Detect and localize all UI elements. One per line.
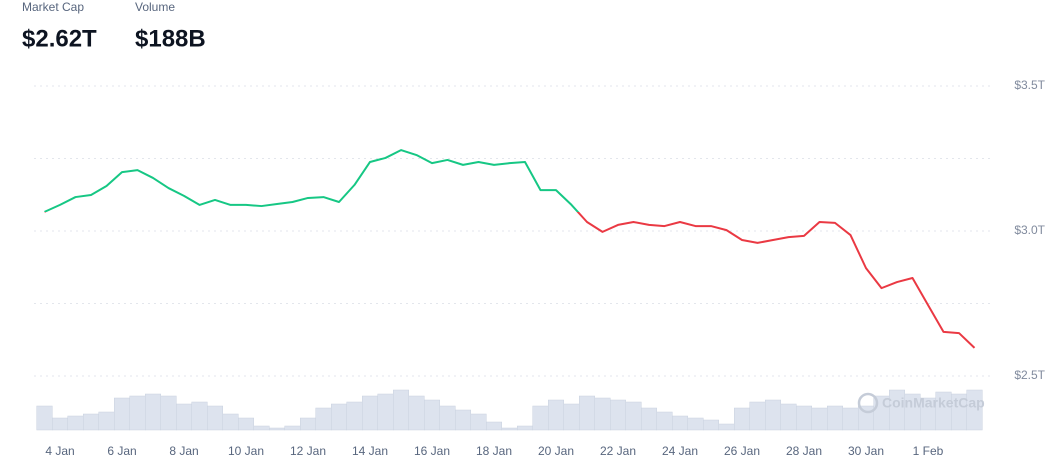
volume-bar: [966, 389, 983, 431]
volume-bar: [346, 401, 363, 431]
volume-bar: [393, 389, 409, 431]
stat-value: $188B: [135, 25, 206, 52]
x-tick-label: 24 Jan: [662, 444, 698, 458]
volume-bar: [641, 407, 657, 431]
volume-bar: [594, 397, 611, 431]
volume-bar: [145, 393, 161, 431]
volume-bar: [408, 395, 425, 431]
x-tick-label: 8 Jan: [169, 444, 198, 458]
volume-bar: [610, 399, 626, 431]
volume-bar: [129, 395, 146, 431]
x-tick-label: 30 Jan: [848, 444, 884, 458]
volume-bar: [517, 425, 533, 431]
volume-bar: [579, 395, 595, 431]
volume-bar: [672, 415, 688, 431]
volume-bar: [253, 425, 270, 431]
volume-bar: [486, 421, 502, 431]
volume-bar: [765, 399, 781, 431]
x-tick-label: 22 Jan: [600, 444, 636, 458]
volume-bar: [625, 401, 642, 431]
x-tick-label: 10 Jan: [228, 444, 264, 458]
x-tick-label: 28 Jan: [786, 444, 822, 458]
volume-bar: [207, 405, 223, 431]
watermark: CoinMarketCap: [882, 395, 985, 411]
volume-bar: [300, 417, 316, 431]
stat-value: $2.62T: [22, 25, 97, 52]
x-tick-label: 20 Jan: [538, 444, 574, 458]
volume-bar: [176, 403, 192, 431]
volume-bar: [827, 405, 843, 431]
x-tick-label: 12 Jan: [290, 444, 326, 458]
volume-bar: [455, 409, 471, 431]
volume-bar: [284, 425, 301, 431]
volume-bar: [67, 415, 84, 431]
volume-bar: [83, 413, 99, 431]
x-tick-label: 1 Feb: [913, 444, 944, 458]
volume-bar: [563, 403, 580, 431]
volume-bar: [424, 399, 440, 431]
volume-bar: [501, 427, 518, 431]
volume-bar: [222, 413, 239, 431]
volume-bar: [796, 405, 812, 431]
volume-bar: [362, 395, 378, 431]
volume-bar: [811, 407, 828, 431]
market-cap-line: [44, 149, 976, 349]
volume-bar: [52, 417, 68, 431]
y-tick-label: $3.0T: [1014, 223, 1045, 237]
volume-bar: [656, 411, 673, 431]
stat-label: Market Cap: [22, 0, 84, 14]
watermark-logo: [857, 392, 879, 414]
x-tick-label: 26 Jan: [724, 444, 760, 458]
volume-bar: [734, 407, 750, 431]
volume-bar: [548, 399, 564, 431]
volume-bar: [703, 419, 719, 431]
x-tick-label: 18 Jan: [476, 444, 512, 458]
x-tick-label: 16 Jan: [414, 444, 450, 458]
volume-bar: [191, 401, 208, 431]
volume-bar: [718, 423, 735, 431]
y-tick-label: $2.5T: [1014, 368, 1045, 382]
x-tick-label: 4 Jan: [45, 444, 74, 458]
x-tick-label: 14 Jan: [352, 444, 388, 458]
volume-bar: [114, 397, 130, 431]
volume-bar: [269, 427, 285, 431]
volume-bar: [439, 405, 456, 431]
volume-bar: [377, 393, 394, 431]
volume-bar: [687, 417, 704, 431]
y-tick-label: $3.5T: [1014, 78, 1045, 92]
volume-bar: [98, 411, 115, 431]
volume-bar: [331, 403, 347, 431]
x-tick-label: 6 Jan: [107, 444, 136, 458]
stat-label: Volume: [135, 0, 175, 14]
volume-bar: [238, 417, 254, 431]
volume-bar: [36, 405, 53, 431]
volume-bar: [749, 401, 766, 431]
volume-bar: [315, 407, 332, 431]
volume-bar: [780, 403, 797, 431]
volume-bar: [470, 413, 487, 431]
volume-bar: [532, 405, 549, 431]
volume-bar: [160, 395, 177, 431]
volume-bar: [842, 407, 859, 431]
